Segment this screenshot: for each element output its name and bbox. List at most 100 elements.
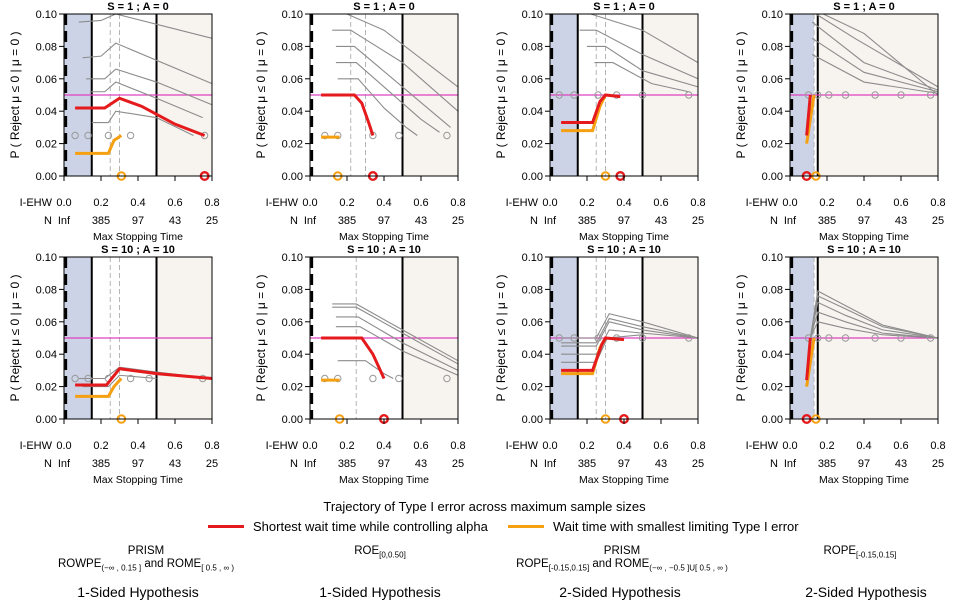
- open-point: [334, 374, 342, 383]
- legend-title: Trajectory of Type I error across maximu…: [323, 499, 646, 514]
- grey-trajectory-line: [823, 13, 939, 96]
- y-tick-label: 0.10: [282, 252, 303, 264]
- panel-title: S = 1 ; A = 0: [593, 1, 655, 13]
- y-tick-label: 0.06: [762, 317, 783, 329]
- open-point: [814, 91, 822, 99]
- panel-4: S = 1 ; A = 0 0.00 0.02 0.04 0.06 0.08 0.10 P (…: [734, 1, 946, 243]
- grey-trajectory-line: [332, 29, 459, 112]
- y-tick-label: 0.08: [282, 284, 303, 296]
- n-tick-label: 97: [858, 458, 870, 470]
- n-tick-label: 97: [858, 215, 870, 227]
- grey-trajectory-line: [809, 290, 939, 339]
- grey-trajectory-line: [811, 21, 939, 91]
- panel-title: S = 10 ; A = 10: [101, 244, 175, 256]
- y-axis-label: P ( Reject μ ≤ 0 | μ = 0 ): [254, 274, 268, 401]
- open-point: [594, 91, 602, 99]
- red-trajectory-line: [321, 93, 375, 136]
- y-tick-label: 0.04: [522, 349, 543, 361]
- y-tick-label: 0.00: [282, 414, 303, 426]
- grey-trajectory-line: [809, 321, 939, 339]
- orange-trajectory-line: [75, 377, 123, 398]
- open-point: [570, 334, 578, 342]
- y-tick-label: 0.06: [762, 74, 783, 86]
- y-tick-label: 0.06: [522, 317, 543, 329]
- y-tick-label: 0.02: [36, 382, 57, 394]
- n-tick-label: 385: [818, 215, 836, 227]
- legend-label-smallest: Wait time with smallest limiting Type I …: [553, 519, 799, 534]
- y-tick-label: 0.02: [762, 382, 783, 394]
- grey-trajectory-line: [561, 313, 699, 339]
- open-point: [825, 334, 833, 342]
- grey-trajectory-line: [332, 306, 459, 365]
- open-point: [897, 91, 905, 99]
- n-tick-label: Inf: [784, 215, 797, 227]
- open-point: [897, 334, 905, 342]
- y-tick-label: 0.10: [36, 252, 57, 264]
- x-tick-label: 0.4: [130, 440, 145, 452]
- grey-trajectory-line: [561, 321, 699, 347]
- open-point: [926, 91, 935, 99]
- n-tick-label: 43: [655, 215, 667, 227]
- panel-7: S = 10 ; A = 10 0.00 0.02 0.04 0.06 0.08 0.10 P…: [494, 244, 706, 486]
- orange-trajectory-line: [75, 134, 123, 155]
- x-tick-label: 0.6: [167, 197, 182, 209]
- n-tick-label: 385: [818, 458, 836, 470]
- x-tick-label: 0.6: [167, 440, 182, 452]
- y-tick-label: 0.00: [36, 171, 57, 183]
- n-tick-label: 25: [932, 458, 944, 470]
- y-tick-label: 0.08: [36, 41, 57, 53]
- open-point: [443, 131, 451, 140]
- n-tick-label: 97: [132, 215, 144, 227]
- n-tick-label: Inf: [784, 458, 797, 470]
- x-tick-label: 0.4: [376, 440, 391, 452]
- method-1-line1: PRISM: [127, 545, 165, 557]
- y-tick-label: 0.10: [522, 9, 543, 21]
- open-point: [84, 131, 92, 140]
- method-1-label-a: ROWPE: [57, 558, 102, 570]
- y-axis-label: P ( Reject μ ≤ 0 | μ = 0 ): [254, 31, 268, 158]
- open-point: [71, 374, 79, 383]
- red-trajectory-line: [321, 336, 386, 380]
- grey-trajectory-line: [78, 13, 213, 39]
- panel-title: S = 1 ; A = 0: [353, 1, 415, 13]
- open-point: [443, 374, 451, 383]
- x-tick-label: 0.4: [130, 197, 145, 209]
- y-tick-label: 0.00: [36, 414, 57, 426]
- x-tick-label: 0.4: [376, 197, 391, 209]
- y-tick-label: 0.10: [762, 9, 783, 21]
- panel-3: S = 1 ; A = 0 0.00 0.02 0.04 0.06 0.08 0.10 P (…: [494, 1, 706, 243]
- orange-trajectory-line: [561, 94, 607, 133]
- x-axis-label: Max Stopping Time: [339, 231, 429, 243]
- x-tick-label: 0.8: [450, 440, 465, 452]
- grey-trajectory-line: [811, 54, 939, 94]
- grey-trajectory-line: [587, 45, 699, 88]
- open-point: [594, 334, 602, 342]
- legend: Shortest wait time while controlling alp…: [208, 519, 828, 535]
- x-tick-label: 0.0: [302, 197, 317, 209]
- panel-6: S = 10 ; A = 10 0.00 0.02 0.04 0.06 0.08 0.10 P…: [254, 244, 466, 486]
- y-tick-label: 0.10: [282, 9, 303, 21]
- grey-trajectory-line: [337, 78, 418, 136]
- i-ehw-axis-label: I-EHW: [506, 197, 539, 209]
- n-axis-label: N: [530, 215, 538, 227]
- y-axis-label: P ( Reject μ ≤ 0 | μ = 0 ): [8, 31, 22, 158]
- y-tick-label: 0.08: [522, 284, 543, 296]
- x-tick-label: 0.0: [56, 197, 71, 209]
- y-tick-label: 0.02: [522, 139, 543, 151]
- n-tick-label: 43: [895, 458, 907, 470]
- method-3-joiner: and: [589, 558, 615, 570]
- grey-trajectory-line: [561, 334, 643, 363]
- x-tick-label: 0.2: [339, 197, 354, 209]
- i-ehw-axis-label: I-EHW: [266, 440, 299, 452]
- x-tick-label: 0.8: [930, 440, 945, 452]
- x-tick-label: 0.4: [616, 440, 631, 452]
- y-axis-label: P ( Reject μ ≤ 0 | μ = 0 ): [494, 274, 508, 401]
- y-tick-label: 0.08: [36, 284, 57, 296]
- legend-label-shortest: Shortest wait time while controlling alp…: [253, 519, 488, 534]
- method-3-label-b: ROME: [614, 558, 650, 570]
- open-point: [369, 374, 377, 383]
- n-tick-label: 385: [338, 458, 356, 470]
- method-4-sub-a: [-0.15,0.15]: [856, 550, 897, 560]
- y-tick-label: 0.04: [762, 349, 783, 361]
